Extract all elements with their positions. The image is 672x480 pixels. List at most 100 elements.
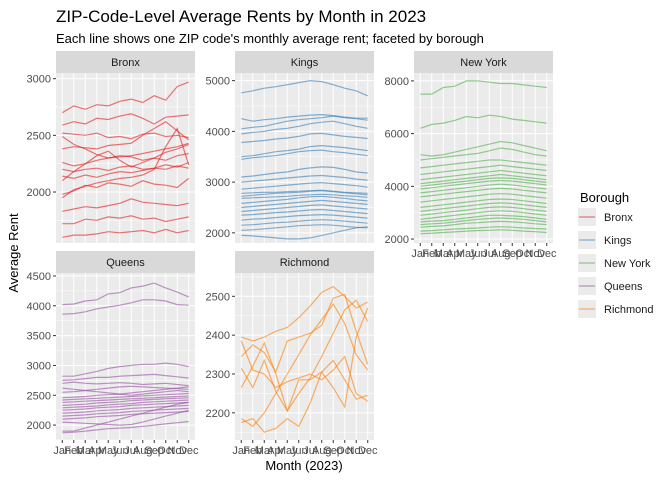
facet-strip [414,51,553,73]
series-line-kings-20 [241,224,368,231]
series-line-richmond-7 [240,340,369,402]
x-tick-label: Jul [482,248,496,260]
series-line-kings-17 [241,208,368,216]
legend-item-kings: Kings [578,231,632,249]
series-line-kings-9 [241,174,368,183]
series-line-bronx-9 [62,165,189,180]
series-line-queens-4 [62,373,189,381]
x-tick-label: Oct [515,248,532,260]
facet-strip-label: Bronx [111,57,140,69]
series-line-new-york-14 [420,198,547,208]
x-tick-label: Jun [290,445,308,457]
series-line-queens-12 [62,399,189,409]
x-tick-label: Feb [243,445,262,457]
series-line-new-york-12 [420,187,547,198]
series-line-kings-1 [241,79,368,97]
series-line-bronx-6 [62,142,189,167]
series-line-queens-15 [62,407,189,417]
facet-strip [56,251,195,273]
series-line-new-york-17 [420,210,547,220]
y-tick-label: 2000 [27,187,51,199]
series-line-queens-16 [62,410,189,420]
series-line-queens-1 [62,282,189,306]
series-line-new-york-6 [420,164,547,176]
y-tick-label: 4000 [206,126,230,138]
series-line-new-york-22 [420,229,547,235]
y-tick-label: 2000 [206,228,230,240]
y-tick-label: 2500 [206,291,230,303]
series-line-kings-14 [241,195,368,204]
legend-label: New York [604,258,651,270]
legend-title: Borough [580,190,629,205]
x-tick-label: Apr [267,445,284,457]
series-line-queens-9 [62,392,189,401]
series-line-richmond-6 [241,359,368,433]
y-tick-label: 8000 [385,76,409,88]
legend-label: Bronx [604,212,633,224]
series-line-kings-12 [241,190,368,197]
x-tick-label: Jun [469,248,487,260]
series-line-bronx-13 [62,215,189,225]
series-line-queens-17 [62,409,189,426]
series-line-new-york-5 [420,159,547,169]
legend-label: Queens [604,281,643,293]
series-line-bronx-7 [62,161,189,173]
series-line-bronx-11 [61,127,190,199]
series-line-queens-13 [62,401,189,411]
series-line-new-york-15 [420,202,547,212]
chart-title: ZIP-Code-Level Average Rents by Month in… [56,7,426,26]
y-tick-label: 2200 [206,408,230,420]
series-line-new-york-2 [420,114,547,129]
series-line-queens-19 [62,420,189,434]
x-tick-label: Dec [537,248,557,260]
x-tick-label: Feb [422,248,441,260]
chart-subtitle: Each line shows one ZIP code's monthly a… [56,31,484,46]
series-line-new-york-9 [420,177,547,187]
facet-new-york: New York2000400060008000JanFebMarAprMayJ… [385,51,557,260]
y-tick-label: 4500 [27,271,51,283]
facet-strip [235,51,374,73]
legend: Borough Bronx Kings New York Queens Richmond [578,190,654,318]
legend-item-new-york: New York [578,254,651,272]
series-line-kings-15 [241,199,368,209]
x-tick-label: Mar [434,248,453,260]
legend-items: Bronx Kings New York Queens Richmond [578,208,654,318]
series-line-bronx-1 [61,81,189,114]
series-line-richmond-3 [240,293,369,374]
facet-panels: Bronx 2000 2500 3000 Kings 2000 3000 4000 5000 Ne… [27,51,557,457]
series-line-new-york-8 [420,173,547,185]
series-line-kings-3 [241,115,368,130]
x-tick-label: Dec [358,445,378,457]
x-tick-label: Nov [525,248,545,260]
x-tick-label: Nov [167,445,187,457]
facet-richmond: Richmond2200230024002500JanFebMarAprMayJ… [206,251,378,457]
facet-queens: Queens200025003000350040004500JanFebMarA… [27,251,199,457]
x-tick-label: May [277,445,298,457]
x-tick-label: Jan [411,248,429,260]
series-line-new-york-21 [420,226,547,232]
series-line-new-york-10 [420,179,547,190]
series-line-new-york-16 [420,206,547,216]
series-line-bronx-3 [62,132,189,140]
series-line-new-york-7 [420,169,547,181]
series-line-bronx-14 [62,228,189,238]
series-line-bronx-2 [62,113,189,126]
legend-label: Richmond [604,304,654,316]
legend-item-queens: Queens [578,277,643,295]
series-line-richmond-5 [240,303,369,428]
series-line-queens-5 [62,381,189,387]
x-tick-label: Jan [232,445,250,457]
y-tick-label: 2300 [206,369,230,381]
y-tick-label: 5000 [206,76,230,88]
legend-item-richmond: Richmond [578,300,654,318]
series-line-new-york-3 [420,140,547,157]
series-line-queens-7 [62,385,189,393]
facet-strip [235,251,374,273]
series-line-bronx-10 [62,177,190,195]
series-line-kings-5 [241,132,368,144]
x-tick-label: Jul [124,445,138,457]
y-tick-label: 3000 [27,360,51,372]
series-line-kings-10 [241,181,368,190]
y-tick-label: 3000 [206,177,230,189]
